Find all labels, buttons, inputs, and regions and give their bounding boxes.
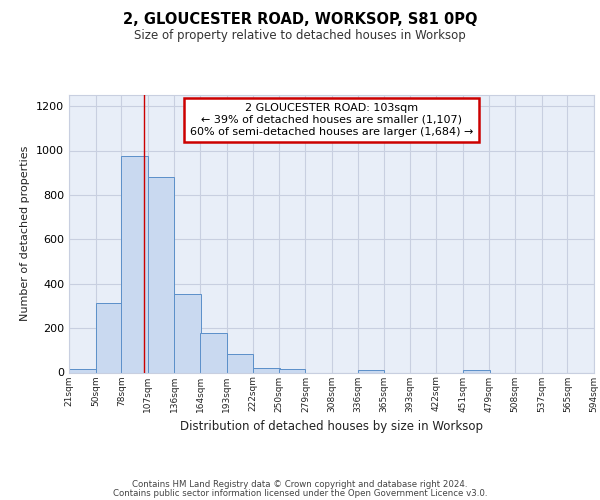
Text: 2, GLOUCESTER ROAD, WORKSOP, S81 0PQ: 2, GLOUCESTER ROAD, WORKSOP, S81 0PQ — [123, 12, 477, 28]
Bar — [121, 156, 148, 372]
Bar — [463, 370, 490, 372]
Bar — [69, 370, 95, 372]
Text: Contains public sector information licensed under the Open Government Licence v3: Contains public sector information licen… — [113, 490, 487, 498]
Bar — [95, 302, 122, 372]
Bar — [279, 370, 305, 372]
Y-axis label: Number of detached properties: Number of detached properties — [20, 146, 31, 322]
Text: Contains HM Land Registry data © Crown copyright and database right 2024.: Contains HM Land Registry data © Crown c… — [132, 480, 468, 489]
Bar — [175, 294, 201, 372]
Text: 2 GLOUCESTER ROAD: 103sqm
← 39% of detached houses are smaller (1,107)
60% of se: 2 GLOUCESTER ROAD: 103sqm ← 39% of detac… — [190, 104, 473, 136]
X-axis label: Distribution of detached houses by size in Worksop: Distribution of detached houses by size … — [180, 420, 483, 433]
Bar — [200, 333, 227, 372]
Bar — [358, 370, 384, 372]
Bar — [227, 354, 253, 372]
Bar — [148, 177, 175, 372]
Text: Size of property relative to detached houses in Worksop: Size of property relative to detached ho… — [134, 29, 466, 42]
Bar — [253, 368, 280, 372]
